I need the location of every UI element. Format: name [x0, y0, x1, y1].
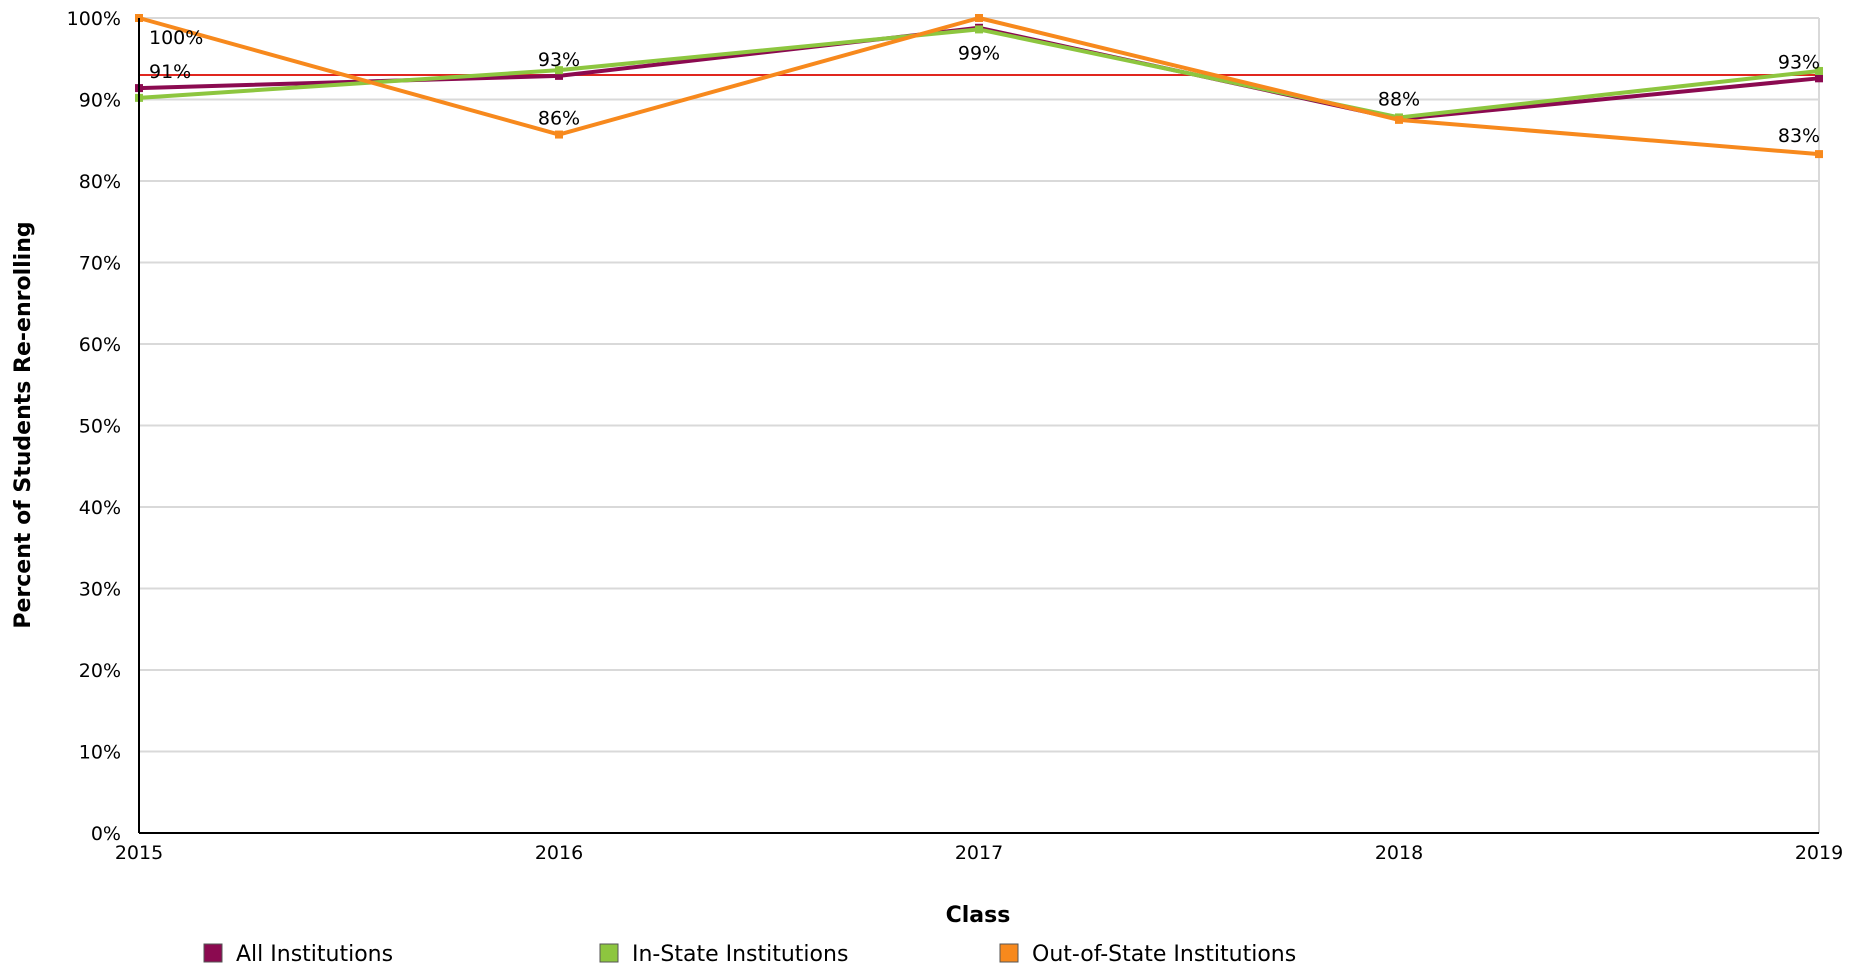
data-point — [975, 14, 983, 22]
data-point — [1815, 74, 1823, 83]
legend-item: In-State Institutions — [599, 942, 848, 967]
series-line — [138, 16, 1820, 157]
data-label: 99% — [958, 42, 1000, 64]
data-point — [1395, 115, 1403, 124]
data-point — [1815, 66, 1823, 75]
data-label: 93% — [538, 49, 580, 71]
x-tick-label: 2017 — [955, 842, 1003, 864]
legend-label: All Institutions — [236, 942, 393, 967]
data-label: 83% — [1778, 125, 1820, 147]
legend-swatch — [599, 943, 619, 963]
data-point — [555, 130, 563, 139]
data-point — [1815, 150, 1823, 159]
x-axis-ticks: 2015 2016 2017 2018 2019 — [115, 842, 1843, 864]
legend-label: In-State Institutions — [632, 942, 848, 967]
series-lines — [135, 14, 1823, 159]
x-tick-label: 2016 — [535, 842, 583, 864]
data-point — [555, 66, 563, 75]
data-label: 86% — [538, 108, 580, 130]
x-tick-label: 2018 — [1375, 842, 1423, 864]
legend-swatch — [999, 943, 1019, 963]
y-tick-label: 70% — [79, 253, 121, 275]
x-tick-label: 2019 — [1795, 842, 1843, 864]
data-label: 88% — [1378, 88, 1420, 110]
legend: All Institutions In-State Institutions Out… — [203, 942, 1296, 967]
data-labels: 91% 93% 93% 99% 88% 100% 86% 83% — [149, 27, 1820, 147]
legend-label: Out-of-State Institutions — [1032, 942, 1296, 967]
y-axis-title: Percent of Students Re-enrolling — [11, 221, 36, 628]
legend-item: All Institutions — [203, 942, 393, 967]
y-tick-label: 10% — [79, 742, 121, 764]
data-point — [555, 71, 563, 80]
y-axis-ticks: 0% 10% 20% 30% 40% 50% 60% 70% 80% 90% 100% — [67, 8, 121, 845]
y-tick-label: 50% — [79, 416, 121, 438]
data-label: 91% — [149, 61, 191, 83]
data-label: 93% — [1778, 51, 1820, 73]
x-axis-title: Class — [946, 903, 1011, 928]
y-tick-label: 90% — [79, 90, 121, 112]
y-tick-label: 80% — [79, 171, 121, 193]
y-tick-label: 0% — [91, 823, 121, 845]
y-tick-label: 100% — [67, 8, 121, 30]
y-tick-label: 30% — [79, 579, 121, 601]
legend-item: Out-of-State Institutions — [999, 942, 1296, 967]
data-point — [975, 25, 983, 34]
legend-swatch — [203, 943, 223, 963]
axes — [138, 18, 1819, 834]
x-tick-label: 2015 — [115, 842, 163, 864]
data-label: 100% — [149, 27, 203, 49]
y-tick-label: 60% — [79, 334, 121, 356]
y-tick-label: 20% — [79, 660, 121, 682]
grid-lines — [139, 17, 1820, 833]
y-tick-label: 40% — [79, 497, 121, 519]
